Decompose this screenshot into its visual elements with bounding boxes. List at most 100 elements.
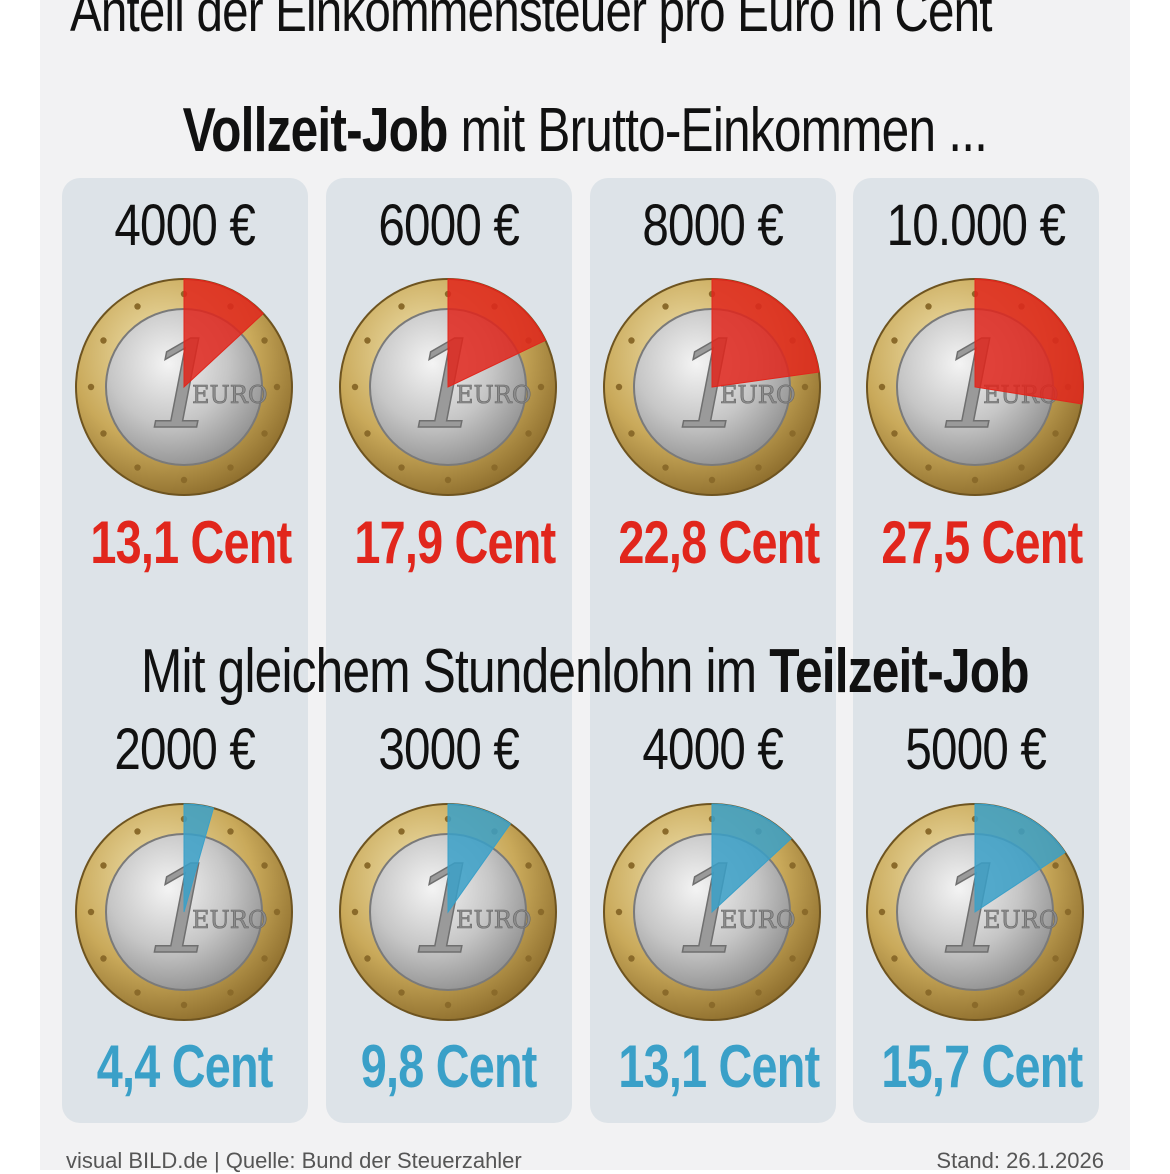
tax-cents-text: 27,5 Cent (881, 509, 1083, 576)
coin-star (789, 955, 796, 962)
coin-star (1052, 862, 1059, 869)
parttime-heading: Mit gleichem Stundenlohn im Teilzeit-Job (0, 636, 1170, 707)
coin-star (801, 908, 809, 916)
tax-cents-text: 13,1 Cent (618, 1033, 820, 1100)
coin-star (261, 862, 268, 869)
coin-star (662, 303, 669, 310)
tax-cents-label: 17,9 Cent (326, 508, 572, 577)
coin-star (134, 828, 141, 835)
coin-star (891, 430, 898, 437)
coin-word: EURO (720, 906, 796, 934)
tax-cents-text: 4,4 Cent (97, 1033, 274, 1100)
coin-star (261, 337, 268, 344)
coin-star (789, 862, 796, 869)
coin-star (1052, 955, 1059, 962)
coin-star (100, 955, 107, 962)
coin-star (351, 383, 359, 391)
coin-star (398, 989, 405, 996)
coin-star (925, 828, 932, 835)
income-amount-label: 4000 € (62, 192, 308, 259)
income-amount-label: 5000 € (853, 716, 1099, 783)
coin-star (180, 1001, 188, 1009)
income-amount-text: 5000 € (905, 717, 1047, 782)
coin-word: EURO (983, 906, 1059, 934)
tax-share-wedge (711, 803, 792, 914)
coin-star (615, 908, 623, 916)
coin-star (628, 430, 635, 437)
parttime-heading-rest: Mit gleichem Stundenlohn im (141, 637, 770, 706)
coin-star (525, 862, 532, 869)
tax-cents-label: 13,1 Cent (590, 1032, 836, 1101)
income-amount-text: 2000 € (114, 717, 256, 782)
income-amount-text: 10.000 € (886, 193, 1066, 258)
coin-star (444, 476, 452, 484)
coin-star (971, 1001, 979, 1009)
coin-star (87, 908, 95, 916)
coin-star (1052, 430, 1059, 437)
income-amount-label: 2000 € (62, 716, 308, 783)
coin-star (134, 989, 141, 996)
tax-cents-text: 9,8 Cent (361, 1033, 538, 1100)
coin-word: EURO (720, 381, 796, 409)
income-amount-text: 6000 € (378, 193, 520, 258)
coin-star (227, 464, 234, 471)
coin-star (615, 383, 623, 391)
tax-cents-label: 4,4 Cent (62, 1032, 308, 1101)
coin-star (878, 383, 886, 391)
income-amount-label: 8000 € (590, 192, 836, 259)
chart-title: Anteil der Einkommensteuer pro Euro in C… (70, 0, 993, 44)
tax-share-wedge (183, 803, 215, 913)
coin-star (891, 955, 898, 962)
coin-star (364, 862, 371, 869)
coin-star (891, 862, 898, 869)
tax-share-wedge (183, 278, 264, 389)
coin-star (925, 303, 932, 310)
coin-star (261, 430, 268, 437)
coin-star (1064, 908, 1072, 916)
income-amount-label: 4000 € (590, 716, 836, 783)
tax-share-wedge (711, 278, 820, 388)
coin-star (878, 908, 886, 916)
coin-star (100, 862, 107, 869)
coin-star (398, 464, 405, 471)
coin-star (662, 828, 669, 835)
source-note: visual BILD.de | Quelle: Bund der Steuer… (66, 1148, 522, 1173)
tax-share-wedge (974, 278, 1084, 405)
fulltime-heading-rest: mit Brutto-Einkommen ... (447, 96, 988, 165)
coin-star (525, 430, 532, 437)
income-amount-text: 8000 € (642, 193, 784, 258)
coin-star (491, 989, 498, 996)
coin-star (180, 476, 188, 484)
coin-star (537, 908, 545, 916)
coin-star (398, 303, 405, 310)
coin-star (227, 989, 234, 996)
coin-star (628, 955, 635, 962)
coin-star (789, 430, 796, 437)
coin-star (134, 303, 141, 310)
tax-cents-text: 15,7 Cent (881, 1033, 1083, 1100)
income-amount-text: 4000 € (642, 717, 784, 782)
tax-cents-label: 27,5 Cent (853, 508, 1099, 577)
tax-cents-text: 17,9 Cent (354, 509, 556, 576)
coin-star (100, 430, 107, 437)
income-amount-label: 10.000 € (853, 192, 1099, 259)
coin-star (364, 337, 371, 344)
tax-cents-text: 22,8 Cent (618, 509, 820, 576)
coin-star (925, 989, 932, 996)
income-amount-label: 6000 € (326, 192, 572, 259)
tax-share-wedge (974, 803, 1066, 913)
coin-star (398, 828, 405, 835)
coin-star (662, 464, 669, 471)
coin-star (1018, 989, 1025, 996)
coin-star (801, 383, 809, 391)
tax-cents-label: 15,7 Cent (853, 1032, 1099, 1101)
